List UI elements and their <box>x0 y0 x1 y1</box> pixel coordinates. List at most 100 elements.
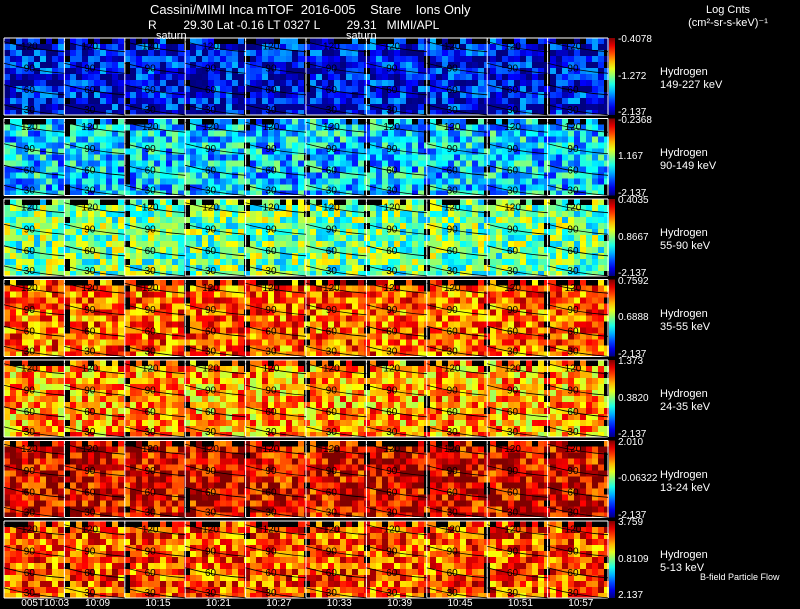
contour-line <box>185 121 246 133</box>
contour-label: 120 <box>21 283 38 294</box>
contour-line <box>487 143 548 155</box>
contour-label: 30 <box>145 507 157 518</box>
energy-range: 55-90 keV <box>660 240 711 252</box>
contour-label: 90 <box>205 385 217 396</box>
contour-label: 60 <box>447 85 459 96</box>
contour-line <box>366 545 427 557</box>
contour-line <box>185 345 246 357</box>
units-line1: Log Cnts <box>705 4 751 16</box>
contour-line <box>64 143 125 155</box>
contour-line <box>64 587 125 599</box>
contour-line <box>3 406 65 418</box>
contour-label: 120 <box>504 42 521 53</box>
contour-line <box>366 164 427 176</box>
contour-line <box>366 524 427 536</box>
contour-label: 120 <box>263 444 280 455</box>
contour-line <box>305 465 367 477</box>
contour-line <box>426 245 488 257</box>
contour-line <box>547 567 609 579</box>
contour-label: 120 <box>323 122 340 133</box>
contour-line <box>487 304 548 316</box>
contour-line <box>245 443 307 455</box>
contour-label: 60 <box>386 85 398 96</box>
contour-label: 60 <box>145 568 157 579</box>
contour-line <box>185 265 246 277</box>
contour-label: 30 <box>326 266 338 277</box>
contour-label: 90 <box>386 385 398 396</box>
contour-label: 90 <box>567 224 579 235</box>
contour-label: 60 <box>567 85 579 96</box>
contour-line <box>305 567 367 579</box>
contour-label: 30 <box>386 266 398 277</box>
contour-line <box>3 282 65 294</box>
contour-line <box>426 84 488 96</box>
contour-label: 120 <box>323 525 340 536</box>
contour-line <box>487 164 548 176</box>
contour-label: 120 <box>202 203 219 214</box>
contour-label: 30 <box>386 185 398 196</box>
contour-line <box>3 143 65 155</box>
contour-label: 120 <box>383 525 400 536</box>
contour-label: 120 <box>21 203 38 214</box>
contour-line <box>185 245 246 257</box>
contour-line <box>305 524 367 536</box>
image-row: 120 90 60 30 120 90 60 30 120 90 60 30 120 90 60 30 120 9… <box>3 198 610 277</box>
contour-label: 30 <box>447 266 459 277</box>
image-row: 120 90 60 30 120 90 60 30 120 90 60 30 120 90 60 30 120 9… <box>3 37 610 116</box>
colorbar-min-label: -2.137 <box>618 429 647 440</box>
contour-line <box>64 325 125 337</box>
contour-label: 30 <box>265 507 277 518</box>
contour-label: 120 <box>504 444 521 455</box>
contour-label: 90 <box>145 63 157 74</box>
contour-line <box>305 84 367 96</box>
energy-range: 149-227 keV <box>660 79 723 91</box>
contour-line <box>245 282 307 294</box>
contour-label: 120 <box>81 122 98 133</box>
contour-line <box>3 506 65 518</box>
contour-line <box>124 121 186 133</box>
contour-line <box>64 121 125 133</box>
contour-line <box>124 345 186 357</box>
contour-label: 90 <box>205 466 217 477</box>
contour-label: 120 <box>202 122 219 133</box>
contour-line <box>3 587 65 599</box>
contour-label: 120 <box>323 42 340 53</box>
contour-label: 120 <box>81 42 98 53</box>
contour-label: 120 <box>202 444 219 455</box>
contour-label: 60 <box>447 326 459 337</box>
contour-line <box>547 587 609 599</box>
contour-line <box>245 121 307 133</box>
row-species-label: Hydrogen 90-149 keV <box>660 147 716 173</box>
contour-line <box>305 406 367 418</box>
colorbar <box>609 199 615 276</box>
contour-label: 60 <box>386 487 398 498</box>
time-label: 10:09 <box>85 598 111 609</box>
saturn-label-2: saturn <box>346 30 377 42</box>
image-row: 120 90 60 30 120 90 60 30 120 90 60 30 120 90 60 30 120 9… <box>3 118 610 196</box>
contour-line <box>124 426 186 438</box>
contour-line <box>366 41 427 53</box>
contour-label: 30 <box>507 266 519 277</box>
energy-range: 13-24 keV <box>660 481 711 494</box>
contour-label: 120 <box>504 525 521 536</box>
contour-label: 90 <box>84 385 96 396</box>
contour-label: 30 <box>507 507 519 518</box>
contour-line <box>487 345 548 357</box>
contour-label: 120 <box>142 444 159 455</box>
contour-label: 30 <box>507 588 519 599</box>
contour-label: 30 <box>447 588 459 599</box>
contour-label: 60 <box>567 407 579 418</box>
contour-label: 90 <box>145 224 157 235</box>
contour-label: 60 <box>447 487 459 498</box>
contour-line <box>426 265 488 277</box>
contour-line <box>185 164 246 176</box>
contour-line <box>547 545 609 557</box>
contour-line <box>426 104 488 116</box>
contour-line <box>366 384 427 396</box>
contour-line <box>487 363 548 375</box>
contour-label: 120 <box>21 444 38 455</box>
contour-line <box>124 545 186 557</box>
contour-label: 120 <box>383 283 400 294</box>
species-name: Hydrogen <box>660 227 708 239</box>
contour-label: 120 <box>504 364 521 375</box>
